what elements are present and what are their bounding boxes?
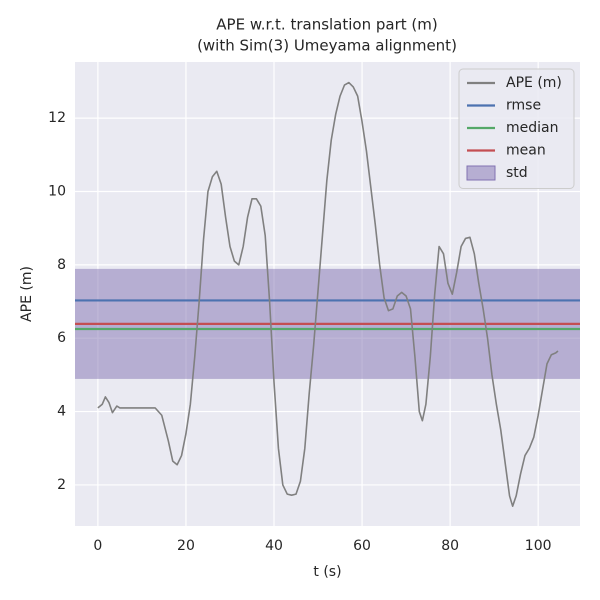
x-tick-label: 20 bbox=[177, 538, 195, 554]
y-tick-label: 4 bbox=[57, 404, 66, 420]
y-tick-label: 10 bbox=[48, 183, 66, 199]
chart-subtitle: (with Sim(3) Umeyama alignment) bbox=[197, 37, 457, 55]
x-axis-label: t (s) bbox=[313, 564, 341, 580]
ape-line bbox=[97, 81, 559, 507]
y-axis-label: APE (m) bbox=[19, 266, 35, 322]
x-tick-label: 60 bbox=[353, 538, 371, 554]
legend-box bbox=[458, 68, 575, 189]
legend-label: median bbox=[506, 120, 558, 136]
legend-swatch bbox=[466, 165, 496, 181]
legend-label: APE (m) bbox=[506, 75, 562, 91]
x-tick-label: 40 bbox=[265, 538, 283, 554]
y-tick-label: 8 bbox=[57, 257, 66, 273]
y-tick-label: 6 bbox=[57, 330, 66, 346]
y-tick-label: 2 bbox=[57, 477, 66, 493]
y-tick-label: 12 bbox=[48, 110, 66, 126]
x-tick-label: 80 bbox=[441, 538, 459, 554]
legend-label: rmse bbox=[506, 98, 541, 114]
legend-label: mean bbox=[506, 143, 546, 159]
chart-title: APE w.r.t. translation part (m) bbox=[216, 16, 437, 34]
plot-content bbox=[75, 81, 580, 507]
legend-label: std bbox=[506, 165, 528, 181]
x-tick-label: 100 bbox=[525, 538, 552, 554]
x-tick-label: 0 bbox=[93, 538, 102, 554]
